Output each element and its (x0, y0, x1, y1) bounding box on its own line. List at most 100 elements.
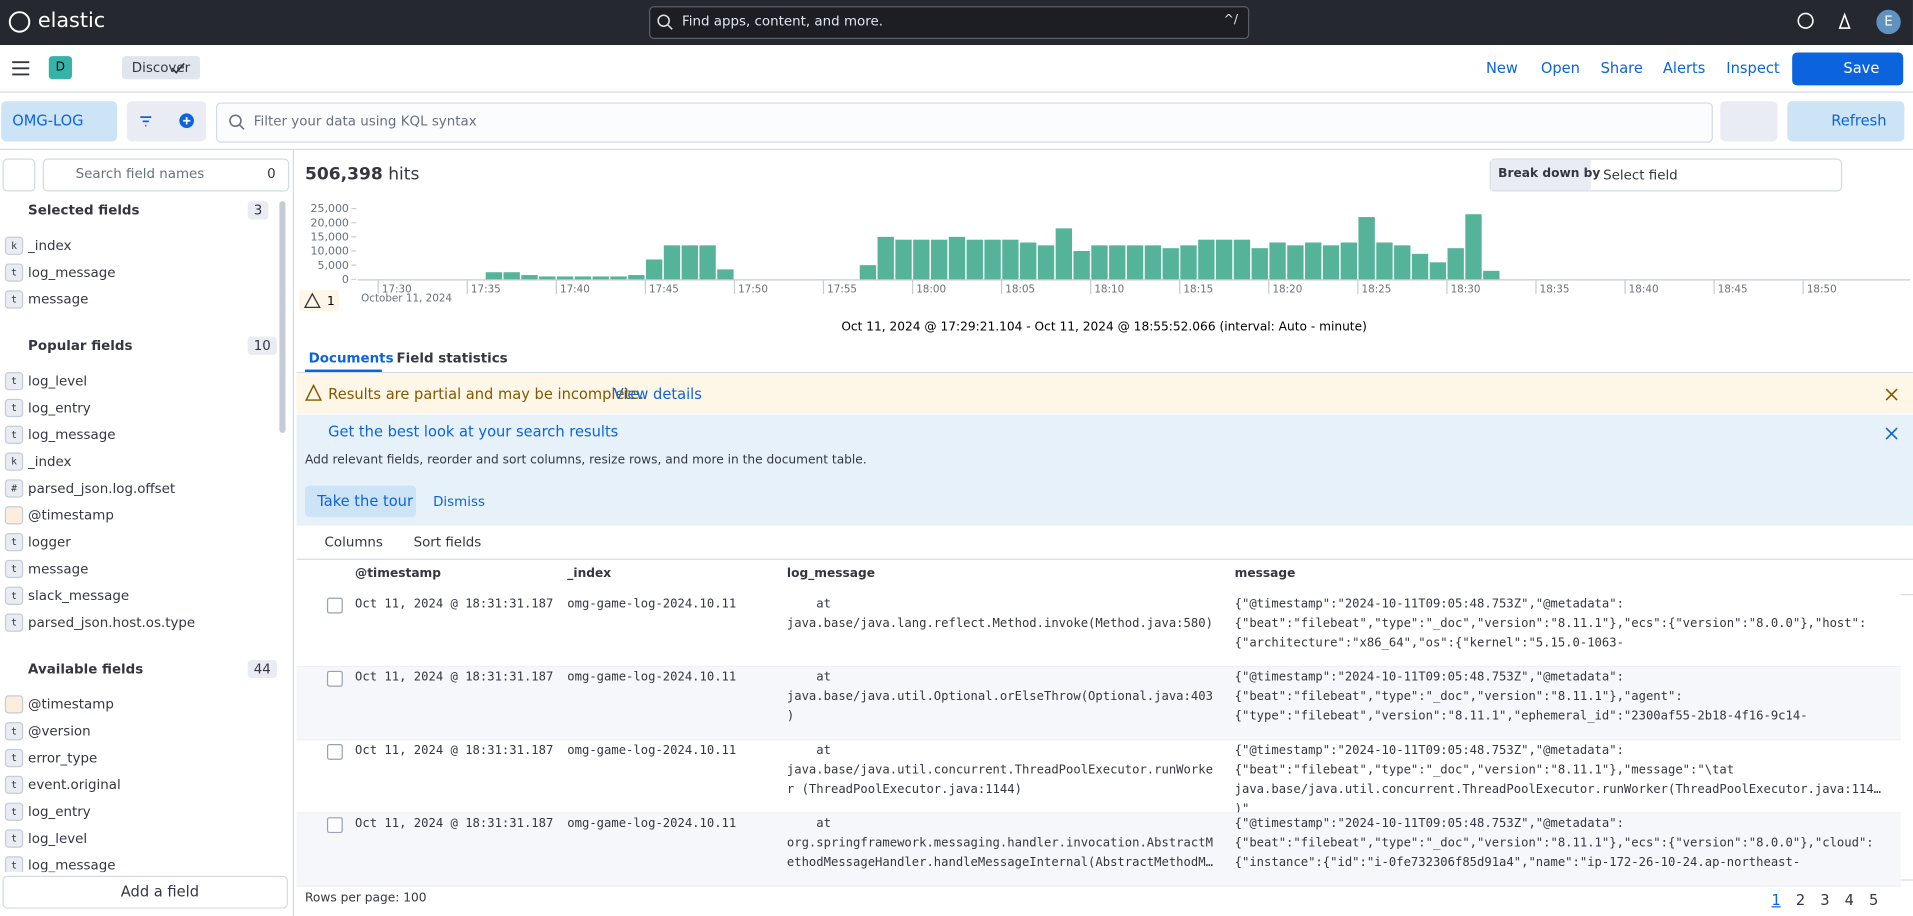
field-name[interactable]: log_message (28, 264, 116, 281)
field-name[interactable]: log_level (28, 373, 88, 390)
dismiss[interactable]: Dismiss (433, 493, 485, 510)
page-link[interactable]: 1 (1771, 891, 1781, 909)
field-name[interactable]: message (28, 561, 89, 577)
field-search[interactable] (42, 158, 290, 192)
row-checkbox[interactable] (326, 597, 343, 614)
y-tick-label: 20,000 (311, 216, 349, 229)
row-checkbox[interactable] (326, 817, 343, 834)
field-name[interactable]: event.original (28, 776, 121, 793)
x-tick-label: 18:05 (1005, 284, 1035, 296)
cell: Oct 11, 2024 @ 18:31:31.187 (355, 670, 554, 685)
row-checkbox[interactable] (326, 744, 343, 760)
column-header[interactable]: message (1234, 567, 1296, 581)
menu-icon[interactable] (11, 60, 31, 77)
partial-link[interactable]: View details (613, 385, 702, 403)
x-tick-label: 17:35 (471, 284, 501, 296)
filter-icons (140, 113, 194, 129)
field-name[interactable]: log_entry (28, 803, 91, 820)
hits-count: 506,398 (305, 164, 383, 185)
bar (1376, 242, 1393, 280)
field-name[interactable]: log_message (28, 426, 116, 443)
field-type: t (4, 533, 24, 552)
callout-body: Add relevant fields, reorder and sort co… (305, 453, 867, 468)
collapse-sidebar[interactable] (2, 158, 36, 192)
row-checkbox[interactable] (326, 670, 343, 687)
field-name[interactable]: @version (28, 723, 91, 740)
page-link[interactable]: 2 (1795, 891, 1806, 909)
bar (717, 269, 734, 280)
space-avatar[interactable]: D (48, 56, 72, 80)
bar (681, 245, 698, 280)
cell: Oct 11, 2024 @ 18:31:31.187 (355, 744, 554, 758)
page-link[interactable]: 5 (1869, 891, 1879, 909)
warning-badge (298, 290, 340, 312)
field-name[interactable]: slack_message (28, 587, 130, 604)
hits-label: hits (388, 164, 420, 185)
field-type: t (4, 829, 24, 848)
callout (296, 414, 1913, 526)
field-type-date (4, 506, 24, 525)
app-action[interactable]: Alerts (1662, 59, 1706, 77)
refresh-button[interactable] (1787, 101, 1905, 142)
avatar[interactable]: E (1876, 9, 1901, 35)
bar (1411, 253, 1429, 280)
kql-input[interactable] (215, 102, 1713, 143)
field-name[interactable]: log_level (28, 830, 88, 847)
field-name[interactable]: error_type (28, 750, 98, 766)
x-tick-label: 17:40 (560, 284, 590, 296)
field-type: t (4, 372, 24, 391)
field-name[interactable]: log_message (28, 857, 116, 873)
field-type: t (4, 263, 24, 282)
cell: at java.base/java.util.Optional.orElseTh… (786, 670, 1213, 724)
sort-button[interactable]: Sort fields (413, 534, 482, 551)
bar (1091, 245, 1108, 280)
group-title[interactable]: Popular fields (28, 337, 133, 354)
field-name[interactable]: parsed_json.log.offset (28, 480, 176, 497)
tab-documents[interactable]: Documents (308, 350, 394, 366)
y-tick-label: 15,000 (311, 231, 349, 244)
group-title[interactable]: Selected fields (28, 202, 140, 219)
column-header[interactable]: @timestamp (355, 567, 441, 581)
bar (1144, 245, 1162, 280)
close-icons[interactable] (1884, 387, 1901, 448)
bar (663, 245, 681, 280)
refresh-label: Refresh (1831, 112, 1887, 130)
tab-underline (305, 369, 382, 373)
app-action[interactable]: Share (1600, 59, 1643, 77)
column-header[interactable]: log_message (786, 567, 876, 581)
bar (1340, 242, 1358, 280)
field-name[interactable]: @timestamp (28, 507, 114, 524)
field-name[interactable]: @timestamp (28, 696, 114, 713)
rows-per-page[interactable]: Rows per page: 100 (305, 891, 427, 906)
date-picker[interactable] (1720, 101, 1778, 142)
group-count: 3 (247, 201, 269, 220)
field-name[interactable]: _index (28, 237, 72, 254)
bar (1429, 262, 1447, 280)
field-name[interactable]: log_entry (28, 400, 91, 416)
field-type: t (4, 775, 24, 795)
add-field-button[interactable] (2, 875, 288, 909)
sidebar-border (292, 150, 295, 916)
app-action[interactable]: Open (1540, 59, 1580, 77)
page-link[interactable]: 4 (1844, 891, 1854, 909)
field-name[interactable]: message (28, 291, 89, 308)
group-title[interactable]: Available fields (28, 661, 144, 677)
global-search[interactable] (649, 6, 1250, 40)
field-name[interactable]: logger (28, 534, 71, 551)
save-button[interactable] (1792, 52, 1904, 86)
app-action[interactable]: Inspect (1726, 59, 1780, 77)
page-link[interactable]: 3 (1820, 891, 1830, 909)
tab-field-statistics[interactable]: Field statistics (396, 350, 508, 366)
save-label: Save (1843, 59, 1880, 77)
field-name[interactable]: parsed_json.host.os.type (28, 614, 196, 631)
bar (1465, 214, 1482, 280)
partial-text: Results are partial and may be incomplet… (328, 385, 644, 403)
columns-button[interactable]: Columns (324, 534, 383, 551)
column-header[interactable]: _index (567, 567, 612, 581)
tour-button[interactable] (305, 485, 417, 518)
field-type: t (4, 586, 24, 605)
data-view-button[interactable] (1, 101, 118, 142)
field-name[interactable]: _index (28, 453, 72, 470)
app-action[interactable]: New (1485, 59, 1518, 77)
